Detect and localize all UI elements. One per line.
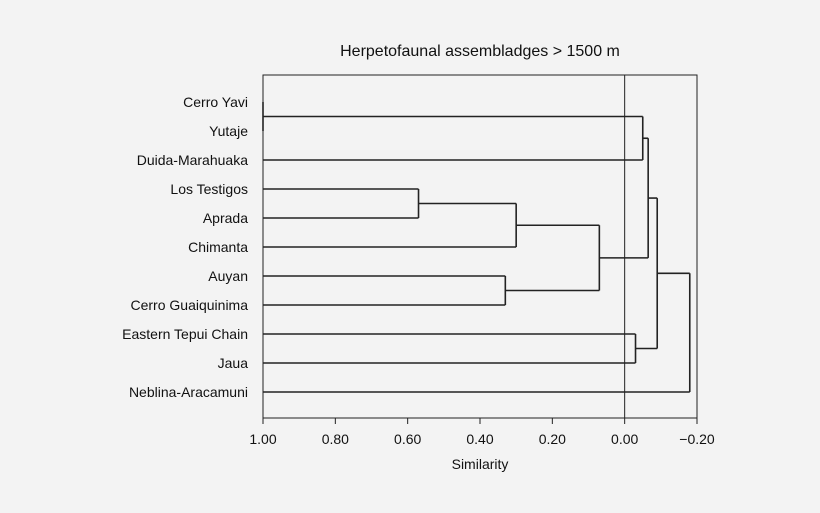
leaf-label: Eastern Tepui Chain	[122, 326, 248, 342]
leaf-label: Yutaje	[209, 123, 248, 139]
leaf-label: Chimanta	[188, 239, 248, 255]
chart-title: Herpetofaunal assembladges > 1500 m	[340, 43, 620, 60]
leaf-label: Los Testigos	[170, 181, 248, 197]
leaf-label: Cerro Guaiquinima	[131, 297, 249, 313]
x-tick-label: 0.40	[466, 431, 493, 447]
x-tick-label: 0.60	[394, 431, 421, 447]
x-axis-label: Similarity	[452, 456, 509, 472]
x-tick-label: 0.00	[611, 431, 638, 447]
leaf-label: Cerro Yavi	[183, 94, 248, 110]
x-tick-label: −0.20	[679, 431, 715, 447]
plot-layer: 1.00 0.80 0.60 0.40 0.20 0.00 −0.20 Cerro Yavi Y…	[122, 74, 715, 447]
x-tick-label: 0.20	[539, 431, 566, 447]
leaf-label: Neblina-Aracamuni	[129, 384, 248, 400]
leaf-label: Duida-Marahuaka	[137, 152, 248, 168]
leaf-label: Auyan	[208, 268, 248, 284]
x-tick-label: 0.80	[322, 431, 349, 447]
x-tick-label: 1.00	[249, 431, 276, 447]
leaf-label: Aprada	[203, 210, 248, 226]
leaf-label: Jaua	[218, 355, 249, 371]
